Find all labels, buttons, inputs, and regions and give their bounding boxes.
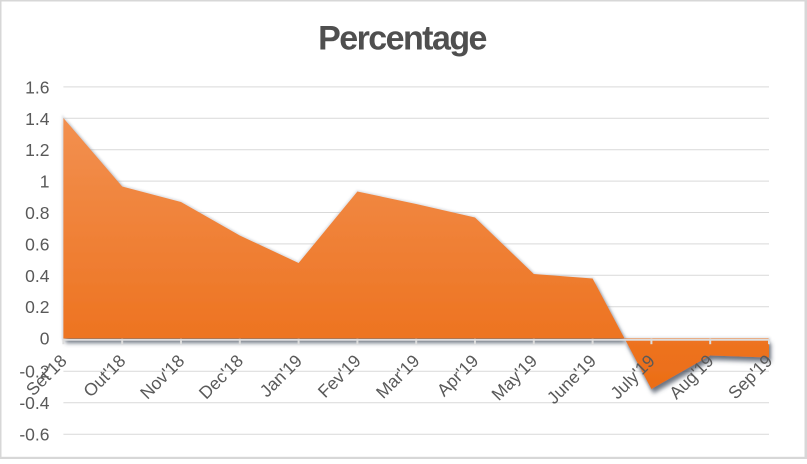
svg-text:1: 1 [40,172,50,192]
svg-text:0.8: 0.8 [25,203,49,223]
svg-text:-0.6: -0.6 [19,425,49,445]
svg-text:0.2: 0.2 [25,297,49,317]
svg-text:0.6: 0.6 [25,234,49,254]
svg-text:1.4: 1.4 [25,109,50,129]
svg-text:1.6: 1.6 [25,77,49,97]
svg-text:1.2: 1.2 [25,140,49,160]
svg-text:0.4: 0.4 [25,266,50,286]
svg-text:0: 0 [40,329,50,349]
svg-text:Percentage: Percentage [318,20,486,58]
